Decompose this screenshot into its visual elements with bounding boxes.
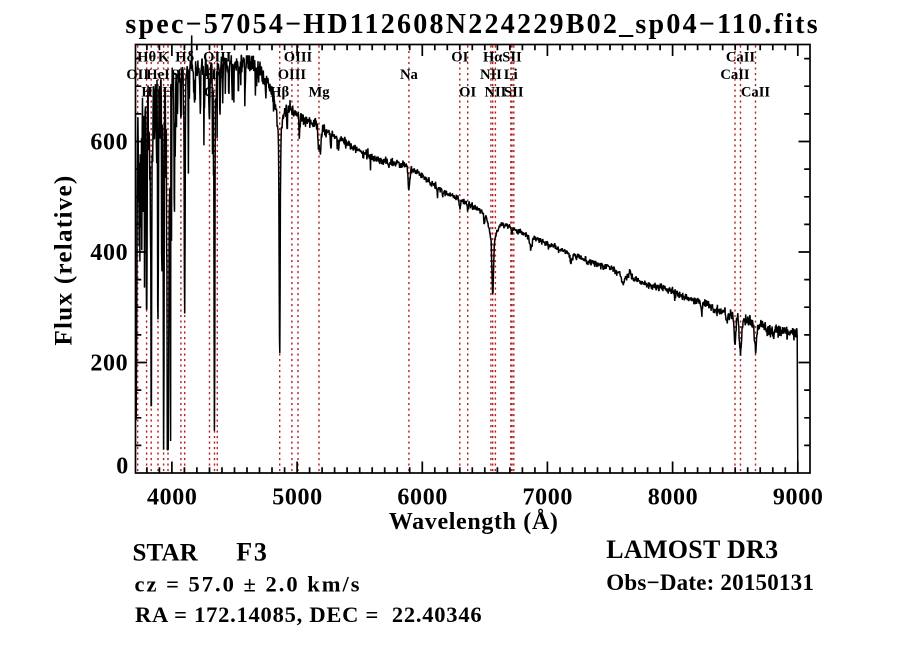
svg-text:LAMOST DR3: LAMOST DR3: [606, 535, 778, 564]
svg-text:4000: 4000: [147, 485, 198, 511]
svg-text:9000: 9000: [773, 485, 824, 511]
svg-text:Hγ: Hγ: [205, 67, 223, 83]
svg-text:cz = 57.0 ± 2.0 km/s: cz = 57.0 ± 2.0 km/s: [135, 572, 362, 597]
svg-text:HeI: HeI: [146, 67, 170, 83]
svg-text:600: 600: [90, 130, 128, 156]
svg-text:Hθ: Hθ: [137, 50, 156, 66]
svg-text:OIII: OIII: [203, 50, 232, 66]
svg-text:spec−57054−HD112608N224229B02_: spec−57054−HD112608N224229B02_sp04−110.f…: [125, 9, 820, 40]
svg-text:Wavelength (Å): Wavelength (Å): [389, 509, 559, 535]
svg-text:CaII: CaII: [726, 50, 756, 66]
svg-text:OII: OII: [126, 67, 149, 83]
svg-text:NII: NII: [484, 85, 506, 101]
svg-text:Hη: Hη: [141, 85, 161, 101]
svg-text:5000: 5000: [272, 485, 323, 511]
svg-text:CaII: CaII: [720, 67, 750, 83]
svg-text:F3: F3: [236, 538, 268, 567]
svg-text:RA = 172.14085, DEC = 22.4034: RA = 172.14085, DEC = 22.40346: [135, 602, 482, 627]
svg-text:7000: 7000: [522, 485, 573, 511]
svg-text:Obs−Date: 20150131: Obs−Date: 20150131: [606, 570, 814, 595]
svg-text:SII: SII: [502, 50, 522, 66]
svg-text:OI: OI: [451, 50, 468, 66]
svg-text:SII: SII: [171, 67, 191, 83]
svg-text:OIII: OIII: [284, 50, 313, 66]
svg-text:Hα: Hα: [483, 50, 503, 66]
svg-text:8000: 8000: [648, 485, 699, 511]
svg-text:H: H: [162, 85, 174, 101]
svg-text:Mg: Mg: [308, 85, 330, 101]
svg-text:CaII: CaII: [741, 85, 771, 101]
svg-text:OI: OI: [459, 85, 476, 101]
svg-text:Na: Na: [400, 67, 419, 83]
svg-text:200: 200: [90, 351, 128, 377]
svg-text:STAR: STAR: [133, 540, 199, 567]
svg-text:Flux (relative): Flux (relative): [51, 174, 78, 345]
svg-text:400: 400: [90, 240, 128, 266]
svg-text:6000: 6000: [397, 485, 448, 511]
svg-text:K: K: [158, 50, 170, 66]
svg-text:Hδ: Hδ: [175, 50, 194, 66]
svg-text:0: 0: [116, 454, 128, 480]
svg-text:SII: SII: [504, 85, 524, 101]
svg-text:NII: NII: [480, 67, 502, 83]
svg-text:OIII: OIII: [278, 67, 307, 83]
svg-text:G: G: [204, 85, 215, 101]
svg-text:Hβ: Hβ: [270, 85, 289, 101]
svg-text:Li: Li: [504, 67, 518, 83]
